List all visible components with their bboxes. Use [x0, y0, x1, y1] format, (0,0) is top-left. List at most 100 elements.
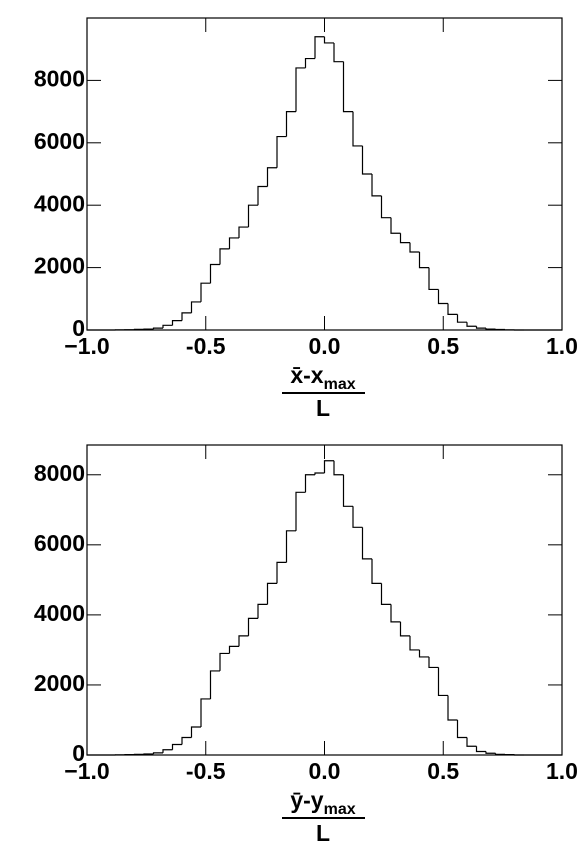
histogram-bin	[371, 174, 382, 197]
histogram-bin	[456, 719, 467, 739]
histogram-bin	[399, 233, 410, 244]
x-tick-label: 0.5	[427, 333, 459, 359]
histogram-bin	[428, 267, 439, 291]
histogram-bin	[238, 635, 249, 647]
y-tick-label: 6000	[34, 128, 85, 154]
x-tick-label: -0.5	[186, 758, 226, 784]
y-tick-label: 2000	[34, 670, 85, 696]
histogram-bin	[447, 303, 458, 315]
x-axis-label-numerator: x̄-xmax	[290, 362, 355, 393]
histogram-bin	[485, 328, 496, 330]
histogram-bin	[200, 698, 211, 727]
histogram-bin	[371, 558, 382, 584]
histogram-bin	[323, 36, 334, 44]
y-tick-label: 0	[72, 740, 85, 766]
histogram-bin	[485, 751, 496, 754]
histogram-bin	[200, 282, 211, 302]
histogram-bin	[257, 603, 268, 619]
y-tick-label: 4000	[34, 600, 85, 626]
plot-frame	[86, 444, 563, 756]
histogram-bin	[399, 621, 410, 637]
histogram-bin	[219, 248, 230, 265]
y-tick-label: 8000	[34, 460, 85, 486]
x-tick-label: -0.5	[186, 333, 226, 359]
histogram-bin	[162, 749, 173, 753]
histogram-bin	[333, 460, 344, 476]
histogram-bin	[466, 322, 477, 327]
histogram-bin	[390, 604, 401, 623]
y-tick-label: 4000	[34, 190, 85, 216]
x-tick-label: −1.0	[64, 758, 109, 784]
histogram-bin	[437, 289, 448, 305]
histogram-bin	[475, 746, 486, 753]
histogram-bin	[171, 320, 182, 326]
histogram-bin	[342, 474, 353, 507]
histogram-bin	[190, 301, 201, 313]
histogram-bin	[181, 312, 192, 321]
histogram-bin	[181, 736, 192, 745]
histogram-bin	[219, 652, 230, 671]
histogram-bin	[428, 656, 439, 669]
histogram-bin	[228, 645, 239, 654]
x-tick-label: −1.0	[64, 333, 109, 359]
histogram-bin	[314, 472, 325, 475]
histogram-bin	[257, 185, 268, 206]
x-axis-label-denominator: L	[316, 820, 330, 846]
histogram-bin	[295, 67, 306, 112]
histogram-bin	[361, 145, 372, 175]
x-tick-label: 0.0	[309, 758, 341, 784]
x-axis-label-subscript: max	[324, 376, 356, 393]
histogram-bin	[418, 252, 429, 269]
x-tick-label: 1.0	[546, 333, 578, 359]
histogram-bin	[285, 111, 296, 137]
histogram-bin	[247, 204, 258, 228]
y-tick-label: 0	[72, 315, 85, 341]
histogram-bin	[380, 583, 391, 605]
histogram-bin	[352, 506, 363, 528]
histogram-bin	[390, 217, 401, 234]
histogram-bin	[266, 167, 277, 187]
histogram-bin	[190, 726, 201, 738]
histogram-bin	[409, 635, 420, 651]
histogram-bin	[285, 530, 296, 563]
histogram-bin	[447, 695, 458, 721]
histogram-bin	[152, 327, 163, 330]
histogram-bin	[295, 491, 306, 531]
histogram-bin	[162, 324, 173, 329]
x-tick-label: 0.0	[309, 333, 341, 359]
x-tick-label: 1.0	[546, 758, 578, 784]
plot-frame	[86, 17, 563, 331]
histogram-bin	[456, 314, 467, 323]
x-axis-label-numerator: ȳ-ymax	[290, 787, 355, 818]
histogram-bin	[494, 753, 505, 755]
x-axis-label-subscript: max	[324, 801, 356, 818]
histogram-bin	[304, 474, 315, 493]
histogram-bin	[475, 326, 486, 329]
x-tick-label: 0.5	[427, 758, 459, 784]
y-tick-label: 8000	[34, 65, 85, 91]
histogram-bin	[466, 737, 477, 747]
histogram-bin	[238, 226, 249, 238]
y-tick-label: 6000	[34, 530, 85, 556]
y-tick-label: 2000	[34, 253, 85, 279]
histogram-bin	[209, 670, 220, 699]
histogram-bin	[352, 111, 363, 147]
histogram-bin	[228, 237, 239, 249]
histogram-bin	[323, 460, 334, 474]
histogram-bin	[276, 135, 287, 168]
x-axis-label-text: ȳ-y	[290, 787, 323, 813]
histogram-bin	[380, 195, 391, 219]
histogram-bin	[171, 743, 182, 750]
histogram-bin	[333, 42, 344, 63]
histogram-bin	[437, 667, 448, 697]
histogram-bin	[209, 263, 220, 284]
histogram-bin	[418, 649, 429, 658]
histogram-bin	[314, 36, 325, 59]
histogram-bin	[247, 617, 258, 636]
histogram-bin	[304, 57, 315, 68]
histogram-bin	[266, 582, 277, 605]
x-axis-label-denominator: L	[316, 395, 330, 421]
x-axis-label-text: x̄-x	[290, 362, 323, 388]
histogram-bin	[342, 61, 353, 113]
